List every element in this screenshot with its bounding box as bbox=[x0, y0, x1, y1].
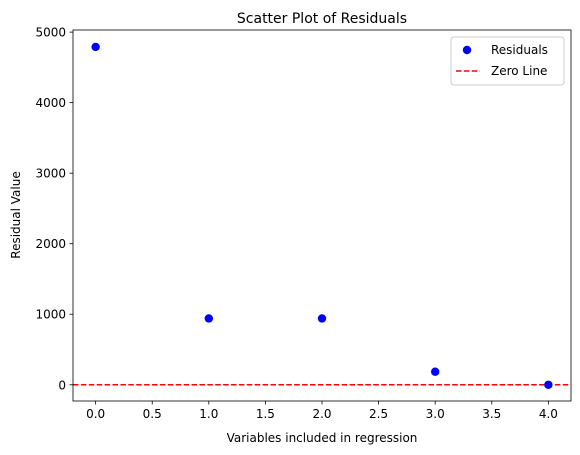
y-axis-label: Residual Value bbox=[9, 171, 23, 258]
data-point bbox=[544, 380, 553, 389]
y-axis: 0 1000 2000 3000 4000 5000 bbox=[35, 26, 73, 392]
legend: Residuals Zero Line bbox=[450, 36, 565, 86]
data-point bbox=[204, 314, 214, 323]
x-axis: 0.0 0.5 1.0 1.5 2.0 2.5 3.0 3.5 4.0 bbox=[86, 401, 558, 421]
x-tick-label: 4.0 bbox=[539, 407, 558, 421]
x-tick-label: 3.5 bbox=[482, 407, 501, 421]
y-tick-label: 3000 bbox=[35, 167, 66, 181]
plot-area bbox=[72, 29, 572, 402]
x-axis-label: Variables included in regression bbox=[227, 431, 418, 445]
x-tick-label: 1.5 bbox=[256, 407, 275, 421]
legend-marker-residuals bbox=[462, 45, 472, 55]
y-tick-label: 1000 bbox=[35, 308, 66, 322]
legend-label-residuals: Residuals bbox=[491, 43, 548, 57]
plot-frame bbox=[72, 29, 572, 402]
x-tick-label: 2.5 bbox=[369, 407, 388, 421]
legend-label-zero-line: Zero Line bbox=[491, 64, 547, 78]
y-tick-label: 2000 bbox=[35, 237, 66, 251]
chart-title: Scatter Plot of Residuals bbox=[237, 11, 407, 27]
legend-box bbox=[450, 36, 565, 86]
y-tick-label: 4000 bbox=[35, 96, 66, 110]
x-tick-label: 0.5 bbox=[143, 407, 162, 421]
x-tick-label: 1.0 bbox=[199, 407, 218, 421]
y-tick-label: 0 bbox=[58, 378, 66, 392]
x-tick-label: 2.0 bbox=[312, 407, 331, 421]
data-point bbox=[317, 314, 327, 323]
x-tick-label: 3.0 bbox=[426, 407, 445, 421]
data-point bbox=[430, 367, 440, 376]
x-tick-label: 0.0 bbox=[86, 407, 105, 421]
y-tick-label: 5000 bbox=[35, 26, 66, 40]
data-point bbox=[91, 42, 100, 52]
